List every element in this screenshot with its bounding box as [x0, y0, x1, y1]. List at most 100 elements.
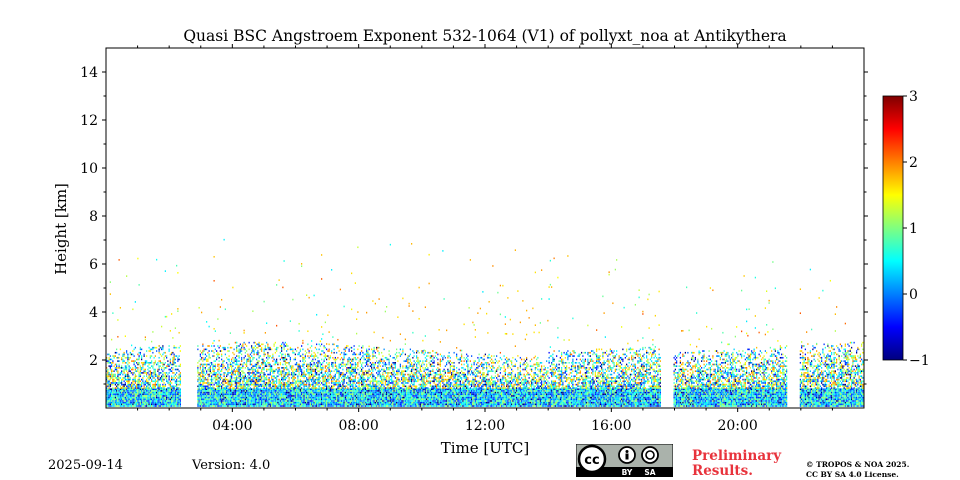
heatmap-cell [307, 400, 309, 402]
heatmap-cell [271, 365, 273, 367]
heatmap-cell [229, 383, 231, 386]
heatmap-cell [351, 385, 353, 388]
heatmap-cell [259, 391, 261, 394]
heatmap-cell [358, 353, 360, 356]
heatmap-cell [272, 370, 274, 372]
heatmap-cell [146, 385, 148, 388]
heatmap-cell [362, 387, 364, 389]
heatmap-cell [316, 368, 318, 371]
heatmap-cell [258, 367, 260, 369]
heatmap-cell [202, 383, 204, 386]
heatmap-cell [201, 400, 203, 402]
heatmap-cell [218, 346, 220, 349]
heatmap-cell [234, 385, 236, 388]
heatmap-cell [357, 387, 359, 389]
heatmap-cell [139, 385, 141, 388]
heatmap-cell [233, 403, 235, 406]
heatmap-cell [111, 358, 113, 361]
heatmap-cell [138, 378, 140, 381]
heatmap-cell [136, 383, 138, 386]
heatmap-cell [286, 405, 288, 407]
heatmap-cell [269, 346, 271, 349]
heatmap-cell [283, 395, 285, 397]
heatmap-cell [147, 380, 149, 383]
heatmap-cell [276, 391, 278, 394]
heatmap-cell [116, 348, 118, 351]
heatmap-cell [236, 348, 238, 351]
heatmap-cell [149, 403, 151, 406]
heatmap-cell [309, 368, 311, 371]
heatmap-cell [242, 388, 244, 390]
heatmap-cell [271, 398, 273, 401]
heatmap-cell [174, 401, 176, 404]
heatmap-cell [292, 350, 294, 352]
heatmap-cell [126, 390, 128, 392]
heatmap-cell [216, 382, 218, 384]
heatmap-cell [274, 385, 276, 388]
heatmap-cell [281, 345, 283, 347]
heatmap-cell [296, 362, 298, 364]
heatmap-cell [161, 403, 163, 406]
heatmap-cell [232, 362, 234, 364]
heatmap-cell [357, 395, 359, 397]
heatmap-cell [272, 396, 274, 399]
heatmap-cell [372, 355, 374, 357]
heatmap-cell [112, 398, 114, 401]
heatmap-cell [263, 395, 265, 397]
heatmap-cell [121, 365, 123, 367]
heatmap-cell [309, 401, 311, 404]
heatmap-cell [332, 388, 334, 390]
heatmap-cell [219, 385, 221, 388]
heatmap-cell [219, 375, 221, 378]
heatmap-cell [203, 382, 205, 384]
heatmap-cell [143, 387, 145, 389]
heatmap-cell [107, 401, 109, 404]
heatmap-cell [134, 370, 136, 372]
heatmap-cell [309, 400, 311, 402]
heatmap-cell [219, 401, 221, 404]
heatmap-cell [117, 356, 119, 359]
heatmap-cell [178, 405, 180, 407]
heatmap-cell [236, 378, 238, 381]
heatmap-cell [229, 377, 231, 379]
heatmap-cell [346, 405, 348, 407]
heatmap-cell [323, 383, 325, 386]
heatmap-cell [132, 383, 134, 386]
heatmap-cell [151, 391, 153, 394]
heatmap-cell [362, 380, 364, 383]
heatmap-cell [274, 362, 276, 364]
heatmap-cell [198, 385, 200, 388]
heatmap-cell [296, 393, 298, 396]
heatmap-cell [276, 405, 278, 407]
heatmap-cell [273, 405, 275, 407]
heatmap-cell [246, 388, 248, 390]
heatmap-cell [114, 363, 116, 366]
heatmap-cell [152, 405, 154, 407]
heatmap-cell [256, 391, 258, 394]
heatmap-cell [179, 383, 181, 386]
heatmap-cell [152, 380, 154, 383]
heatmap-cell [332, 393, 334, 396]
heatmap-cell [339, 390, 341, 392]
heatmap-cell [369, 383, 371, 386]
heatmap-cell [156, 388, 158, 390]
heatmap-cell [268, 393, 270, 396]
heatmap-cell [178, 373, 180, 376]
heatmap-cell [344, 400, 346, 402]
heatmap-cell [106, 388, 108, 390]
heatmap-cell [312, 398, 314, 401]
heatmap-cell [107, 396, 109, 399]
heatmap-cell [279, 370, 281, 372]
heatmap-cell [274, 387, 276, 389]
heatmap-cell [158, 378, 160, 381]
heatmap-cell [281, 385, 283, 388]
heatmap-cell [314, 353, 316, 356]
heatmap-cell [326, 380, 328, 383]
heatmap-cell [306, 351, 308, 354]
heatmap-cell [361, 395, 363, 397]
heatmap-cell [306, 395, 308, 397]
heatmap-cell [341, 385, 343, 388]
heatmap-cell [214, 330, 216, 332]
heatmap-cell [304, 405, 306, 407]
heatmap-cell [159, 383, 161, 386]
